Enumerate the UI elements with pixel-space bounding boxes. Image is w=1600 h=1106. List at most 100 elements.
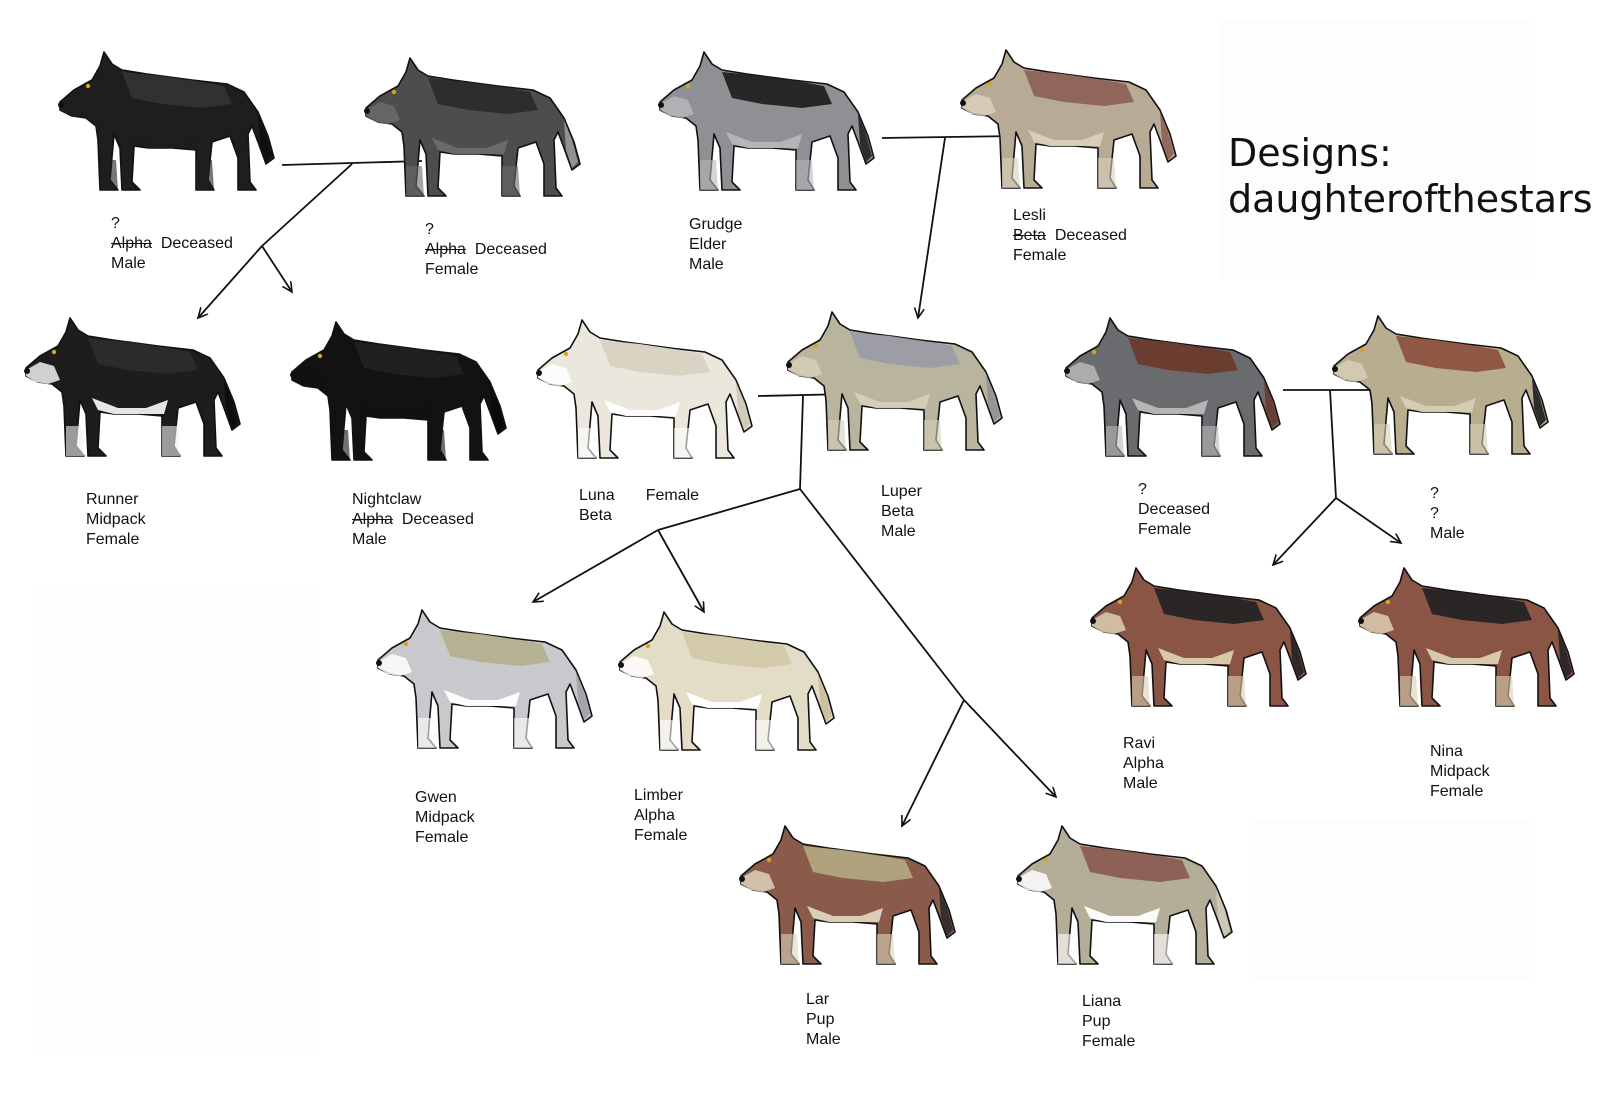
wolf-sex: Female xyxy=(415,829,469,846)
wolf-label: Luper Beta Male xyxy=(881,482,922,542)
wolf-body xyxy=(59,51,275,191)
wolf-illustration xyxy=(1010,804,1240,979)
wolf-rank: Alpha xyxy=(1123,755,1164,772)
wolf-figure xyxy=(290,321,507,461)
wolf-muzzle xyxy=(60,96,94,118)
wolf-sex: Male xyxy=(352,531,387,548)
wolf-illustration xyxy=(18,296,248,471)
status: Deceased xyxy=(401,511,474,528)
wolf-muzzle xyxy=(1360,612,1394,634)
wolf-belly xyxy=(358,402,434,418)
wolf-saddle xyxy=(1024,70,1134,106)
wolf-leg-front xyxy=(660,720,678,750)
wolf-leg-front xyxy=(1058,934,1076,964)
wolf-illustration xyxy=(612,590,842,765)
wolf-leg-front xyxy=(406,166,424,196)
wolf-leg-front xyxy=(1374,424,1392,454)
wolf-tail xyxy=(818,674,832,722)
wolf-saddle xyxy=(1128,338,1238,374)
wolf-muzzle xyxy=(741,870,775,892)
wolf-belly xyxy=(807,906,883,922)
wolf-eye xyxy=(85,83,91,89)
wolf-nose xyxy=(1358,618,1364,624)
wolf-tail xyxy=(224,380,238,428)
wolf-tail xyxy=(1532,378,1546,426)
wolf-sex: Female xyxy=(1430,783,1484,800)
wolf-nose xyxy=(618,662,624,668)
wolf-illustration xyxy=(284,300,514,475)
wolf-belly xyxy=(1400,396,1476,412)
wolf-name: Grudge xyxy=(689,216,743,233)
wolf-muzzle xyxy=(1092,612,1126,634)
wolf-rank: Midpack xyxy=(415,809,475,826)
wolf-tail xyxy=(1558,630,1572,678)
wolf-sex: Female xyxy=(634,827,688,844)
wolf-belly xyxy=(1028,130,1104,146)
pair-line xyxy=(281,160,423,166)
arrow-line xyxy=(1335,497,1401,543)
wolf-illustration xyxy=(954,28,1184,203)
wolf-label: ? ? Male xyxy=(1430,484,1465,544)
wolf-leg-front xyxy=(828,420,846,450)
wolf-sex: Female xyxy=(1082,1033,1136,1050)
wolf-leg-back xyxy=(1228,676,1246,706)
struck-rank: Alpha xyxy=(111,235,152,252)
faint-panel xyxy=(1220,20,1530,280)
wolf-label: Luna Female Beta xyxy=(579,486,699,526)
wolf-body xyxy=(1333,315,1549,455)
wolf-label: Nightclaw Alpha Deceased Male xyxy=(352,490,474,550)
wolf-leg-back xyxy=(1154,934,1172,964)
wolf-saddle xyxy=(428,78,538,114)
wolf-label: Ravi Alpha Male xyxy=(1123,734,1164,794)
faint-panel xyxy=(38,585,318,1055)
status: Deceased xyxy=(1054,227,1127,244)
wolf-nose xyxy=(1016,876,1022,882)
wolf-leg-front xyxy=(781,934,799,964)
wolf-illustration xyxy=(733,804,963,979)
wolf-saddle xyxy=(1422,588,1532,624)
wolf-sex: Male xyxy=(1430,525,1465,542)
designs-credit-title: Designs: daughterofthestars xyxy=(1228,130,1593,222)
wolf-nose xyxy=(658,102,664,108)
arrow-line xyxy=(533,529,659,602)
wolf-figure xyxy=(1064,317,1281,457)
wolf-muzzle xyxy=(620,656,654,678)
wolf-leg-front xyxy=(1132,676,1150,706)
wolf-leg-front xyxy=(1106,426,1124,456)
arrow-line xyxy=(902,699,965,826)
title-line-1: Designs: xyxy=(1228,131,1392,175)
wolf-belly xyxy=(92,398,168,414)
wolf-tail xyxy=(1216,888,1230,936)
wolf-illustration xyxy=(1058,296,1288,471)
wolf-tail xyxy=(1160,112,1174,160)
wolf-leg-front xyxy=(100,160,118,190)
wolf-tail xyxy=(986,374,1000,422)
wolf-sex: Male xyxy=(806,1031,841,1048)
wolf-leg-back xyxy=(1496,676,1514,706)
branch-line xyxy=(799,395,804,490)
wolf-belly xyxy=(432,138,508,154)
wolf-figure xyxy=(786,311,1003,451)
wolf-leg-front xyxy=(66,426,84,456)
wolf-nose xyxy=(739,876,745,882)
wolf-nose xyxy=(536,370,542,376)
wolf-eye xyxy=(1117,599,1123,605)
wolf-name: Luper xyxy=(881,483,922,500)
wolf-name: Nina xyxy=(1430,743,1463,760)
wolf-eye xyxy=(987,81,993,87)
wolf-leg-back xyxy=(162,426,180,456)
wolf-tail xyxy=(490,384,504,432)
wolf-label: Lesli Beta Deceased Female xyxy=(1013,206,1127,266)
wolf-name: Liana xyxy=(1082,993,1122,1010)
wolf-saddle xyxy=(600,340,710,376)
wolf-name: Limber xyxy=(634,787,683,804)
wolf-body xyxy=(291,321,507,461)
wolf-tail xyxy=(939,888,953,936)
wolf-illustration xyxy=(370,588,600,763)
wolf-label: Runner Midpack Female xyxy=(86,490,146,550)
wolf-muzzle xyxy=(660,96,694,118)
wolf-muzzle xyxy=(962,94,996,116)
wolf-muzzle xyxy=(1066,362,1100,384)
wolf-leg-front xyxy=(332,430,350,460)
